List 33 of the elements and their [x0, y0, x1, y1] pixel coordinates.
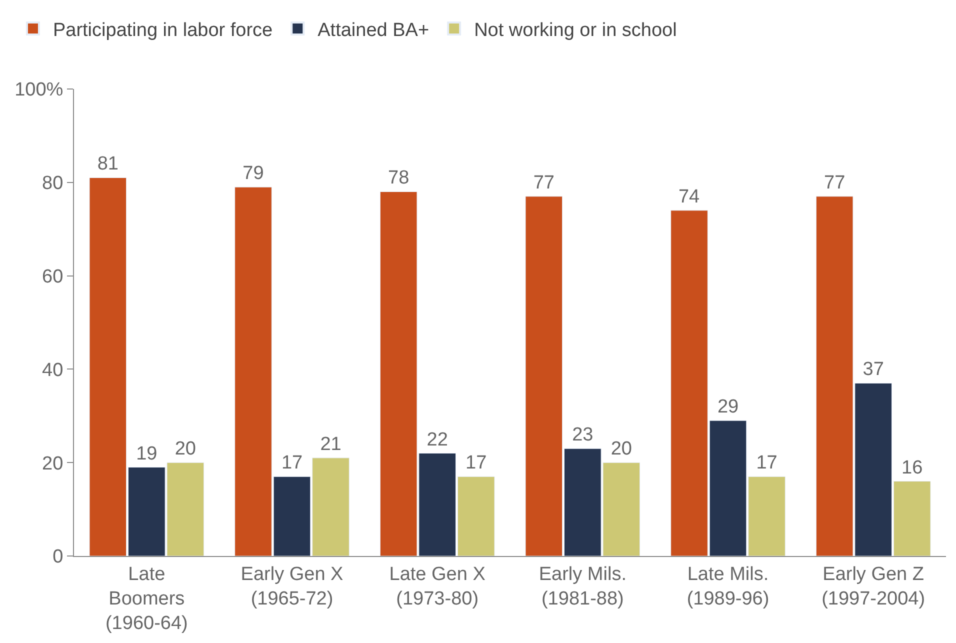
data-label: 77: [533, 172, 554, 194]
data-label: 17: [466, 452, 487, 474]
x-tick-label: Late Boomers (1960-64): [105, 564, 188, 634]
data-label: 19: [136, 443, 158, 464]
data-label: 77: [824, 172, 846, 194]
x-tick-label: Early Gen X (1965-72): [240, 564, 344, 610]
data-label: 21: [320, 434, 342, 455]
y-tick-label: 0: [52, 546, 64, 568]
data-label: 79: [242, 163, 264, 184]
x-tick-label: Late Gen X (1973-80): [389, 564, 486, 610]
data-label: 23: [572, 424, 594, 446]
y-tick-label: 80: [42, 173, 64, 194]
data-label: 20: [610, 438, 632, 460]
legend-label: Not working or in school: [474, 20, 677, 41]
legend-label: Participating in labor force: [52, 20, 273, 41]
data-label: 37: [862, 359, 884, 380]
data-label: 81: [97, 154, 118, 175]
data-label: 17: [281, 452, 303, 474]
data-label: 20: [174, 438, 196, 460]
legend-label: Attained BA+: [318, 20, 430, 41]
x-tick-label: Late Mils. (1989-96): [686, 564, 770, 610]
y-tick-label: 20: [42, 453, 64, 474]
x-tick-label: Early Gen Z (1997-2004): [822, 564, 926, 610]
data-label: 16: [902, 457, 923, 478]
data-label: 22: [426, 429, 448, 450]
data-label: 29: [717, 396, 739, 418]
data-label: 74: [678, 186, 700, 208]
data-label: 78: [388, 168, 410, 189]
y-tick-label: 100%: [14, 80, 64, 101]
y-tick-label: 40: [42, 360, 64, 381]
data-label: 17: [756, 452, 778, 474]
y-tick-label: 60: [42, 266, 64, 288]
x-tick-label: Early Mils. (1981-88): [538, 564, 626, 610]
